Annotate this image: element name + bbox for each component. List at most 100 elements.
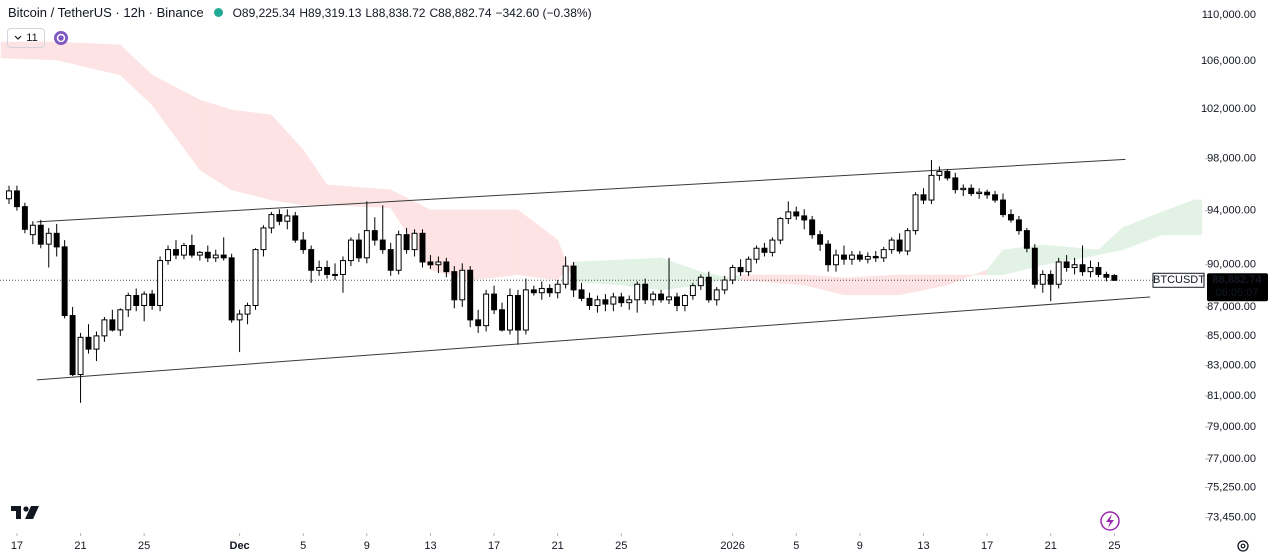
candle-body [292,215,299,241]
x-tick-label: 17 [11,540,23,552]
candle-body [1047,273,1054,285]
candle-body [1103,273,1110,278]
candle-body [109,319,116,331]
candle-body [880,249,887,259]
cloud-segment [660,257,702,291]
candle-body [522,289,529,331]
candle-body [141,293,148,306]
candle-body [196,251,203,256]
x-tick-label: 5 [300,540,306,552]
candle-body [284,215,291,222]
cloud-segment [231,109,272,201]
candle-body [125,295,132,311]
lightning-icon[interactable] [1100,511,1120,531]
candle-body [85,336,92,350]
countdown-label: 08:05:07 [1216,287,1259,299]
candle-body [753,247,760,260]
candle-body [841,254,847,260]
candle-body [1087,266,1094,273]
cloud-segment [517,209,558,281]
candle-body [546,287,553,294]
candle-body [204,251,211,259]
close-label: C88,882.74 [429,5,492,20]
candle-body [984,191,991,196]
x-tick-label: 2026 [720,540,744,552]
candle-body [809,219,816,236]
indicators-toggle[interactable]: 11 [7,28,45,48]
y-tick-label: 90,000.00 [1207,259,1256,271]
candle-body [602,299,609,305]
candle-body [928,174,935,201]
y-tick-label: 87,000.00 [1207,301,1256,313]
candle-body [403,234,410,251]
cloud-segment [1161,199,1195,236]
candle-body [459,269,466,301]
candle-body [435,261,442,266]
legend-header: Bitcoin / TetherUS · 12h · Binance O89,2… [8,5,592,20]
open-label: O89,225.34 [232,5,296,20]
candle-body [332,273,338,276]
x-tick-label: 21 [74,540,86,552]
cloud-segment [573,259,622,286]
candle-body [13,190,20,208]
y-tick-label: 102,000.00 [1201,103,1256,115]
candle-body [825,243,832,266]
candle-body [340,260,346,275]
candle-body [69,315,76,376]
candle-body [594,299,601,306]
candle-body [650,293,657,301]
candle-body [968,187,975,195]
candle-body [483,293,490,327]
candle-body [1031,247,1038,285]
candle-body [856,254,863,260]
cloud-segment [120,44,153,106]
candle-body [514,295,521,331]
candle-body [1008,214,1014,221]
candle-body [554,283,561,294]
candle-body [77,336,84,376]
candle-body [1055,261,1062,285]
indicators-bar: 11 [7,28,69,48]
candle-body [586,297,593,306]
candle-body [173,249,179,256]
candle-body [260,227,267,251]
candle-body [53,232,60,248]
candle-body [920,194,927,201]
x-tick-label: 13 [917,540,929,552]
chevron [14,35,22,40]
market-status [213,8,223,17]
x-tick-label: 9 [857,540,863,552]
candle-body [729,266,736,281]
candle-body [308,249,315,271]
candle-body [276,214,283,222]
candle-body [101,319,108,337]
settings-icon[interactable] [1237,540,1249,552]
candle-body [817,234,824,245]
candle-body [1000,199,1006,216]
candle-body [801,215,808,221]
x-tick-label: 5 [793,540,799,552]
cloud-segment [199,99,232,191]
candle-body [467,269,474,321]
candle-body [896,239,903,252]
candle-body [268,214,275,229]
candle-body [1095,266,1102,275]
candle-body [562,265,569,285]
candle-body [872,255,879,259]
price-label-box [1207,273,1268,302]
cloud-segment [430,209,471,281]
y-tick-label: 79,000.00 [1207,421,1256,433]
candle-body [371,230,378,241]
candle-body [769,239,776,253]
cloud-segment [899,274,948,296]
low-label: L88,838.72 [365,5,426,20]
cloud-segment [803,274,845,296]
axes: 110,000.00 106,000.00 102,000.00 98,000.00 9… [11,9,1268,552]
candle-body [912,194,919,232]
x-tick-label: 21 [1045,540,1057,552]
sync-icon[interactable] [53,30,69,46]
y-tick-label: 81,000.00 [1207,390,1256,402]
candle-body [793,211,800,217]
